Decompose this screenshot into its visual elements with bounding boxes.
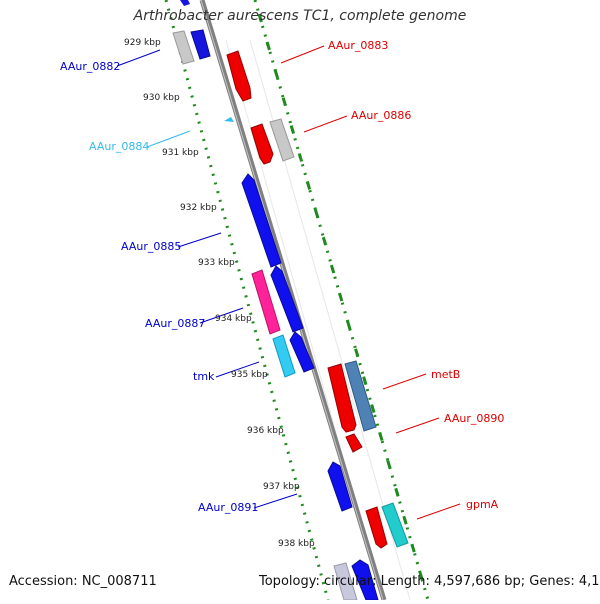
gene-arrow-blue-935[interactable] <box>289 331 315 373</box>
gene-arrow-aaur-0890[interactable] <box>344 360 377 432</box>
kbp-tick-label: 937 kbp <box>263 482 300 492</box>
gene-label-gpma[interactable]: gpmA <box>466 498 499 511</box>
callout-line-aaur-0891 <box>253 493 298 509</box>
gene-arrow-gray-929[interactable] <box>172 30 195 65</box>
tick-dash <box>378 432 384 441</box>
kbp-tick-label: 934 kbp <box>215 314 252 324</box>
gene-arrow-blue-top[interactable] <box>180 0 190 6</box>
tick-dash <box>289 125 296 135</box>
gene-arrow-tmk[interactable] <box>272 334 296 378</box>
tick-dash <box>337 292 344 302</box>
gene-arrow-cyan-938[interactable] <box>381 502 409 548</box>
gene-arrow-aaur-0886[interactable] <box>250 123 274 165</box>
tick-dash <box>410 543 416 553</box>
callout-line-gpma <box>416 503 461 520</box>
gene-arrow-aaur-0891[interactable] <box>327 461 353 512</box>
tick-dash <box>354 348 360 358</box>
gene-label-aaur-0883[interactable]: AAur_0883 <box>328 39 388 52</box>
gene-arrow-aaur-0882[interactable] <box>190 29 211 60</box>
gene-label-aaur-0886[interactable]: AAur_0886 <box>351 109 411 122</box>
gene-arrow-red-936[interactable] <box>345 433 363 453</box>
genome-summary-text: Topology: circular; Length: 4,597,686 bp… <box>259 574 600 589</box>
tick-dash <box>329 264 336 274</box>
kbp-tick-label: 932 kbp <box>180 203 217 213</box>
tick-dash <box>346 320 352 330</box>
gene-arrow-aaur-0887[interactable] <box>251 269 281 335</box>
gene-label-metb[interactable]: metB <box>431 368 460 381</box>
gene-label-aaur-0884[interactable]: AAur_0884 <box>89 140 149 153</box>
gene-label-tmk[interactable]: tmk <box>193 370 215 383</box>
tick-dash <box>418 571 424 581</box>
gene-label-aaur-0887[interactable]: AAur_0887 <box>145 317 205 330</box>
gene-label-aaur-0891[interactable]: AAur_0891 <box>198 501 258 514</box>
tick-dash <box>394 487 400 497</box>
kbp-tick-label: 929 kbp <box>124 38 161 48</box>
gene-label-aaur-0885[interactable]: AAur_0885 <box>121 240 181 253</box>
gene-arrow-aaur-0884[interactable] <box>224 117 234 122</box>
callout-line-tmk <box>215 361 260 378</box>
gene-label-aaur-0890[interactable]: AAur_0890 <box>444 412 504 425</box>
callout-line-aaur-0884 <box>146 130 191 148</box>
tick-dash <box>297 153 304 162</box>
callout-line-aaur-0882 <box>116 49 161 67</box>
tick-dashes <box>257 13 424 581</box>
kbp-tick-label: 936 kbp <box>247 426 284 436</box>
kbp-tick-label: 933 kbp <box>198 258 235 268</box>
tick-dash <box>362 376 368 386</box>
gene-arrow-gpma[interactable] <box>365 506 388 549</box>
gene-arrow-aaur-0883[interactable] <box>226 50 252 102</box>
tick-dash <box>281 97 287 107</box>
kbp-tick-label: 938 kbp <box>278 539 315 549</box>
tick-dash <box>370 404 376 414</box>
tick-dash <box>273 69 279 79</box>
kbp-tick-label: 930 kbp <box>143 93 180 103</box>
callout-line-aaur-0887 <box>199 307 244 324</box>
gene-arrow-blue-934[interactable] <box>270 265 304 333</box>
gene-arrow-metb[interactable] <box>327 363 357 433</box>
page-title: Arthrobacter aurescens TC1, complete gen… <box>133 8 467 24</box>
gene-label-aaur-0882[interactable]: AAur_0882 <box>60 60 120 73</box>
gene-arrow-aaur-0885[interactable] <box>241 173 282 268</box>
callout-line-aaur-0885 <box>177 232 222 248</box>
tick-dash <box>305 180 312 190</box>
tick-dash <box>265 41 271 51</box>
gene-arrow-gray-931[interactable] <box>269 118 295 162</box>
kbp-tick-label: 931 kbp <box>162 148 199 158</box>
tick-dash <box>257 13 263 23</box>
tick-dash <box>321 236 328 246</box>
tick-dash <box>313 208 320 218</box>
callout-line-metb <box>382 373 427 390</box>
callout-line-aaur-0890 <box>395 417 440 434</box>
callout-line-aaur-0886 <box>303 115 348 133</box>
gene-arrow-bottom-blue[interactable] <box>351 559 379 601</box>
kbp-tick-label: 935 kbp <box>231 370 268 380</box>
callout-line-aaur-0883 <box>280 45 325 64</box>
accession-text: Accession: NC_008711 <box>9 574 157 589</box>
tick-dash <box>402 515 408 525</box>
tick-dash <box>386 459 392 469</box>
